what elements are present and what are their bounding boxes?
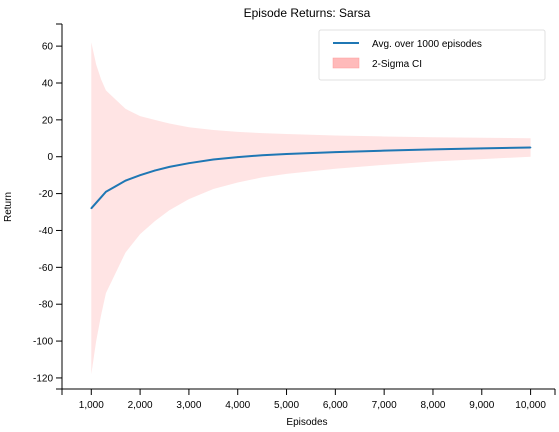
avg-return-point — [480, 147, 483, 150]
avg-return-point — [124, 179, 127, 182]
avg-return-point — [212, 158, 215, 161]
avg-return-point — [236, 156, 239, 158]
x-axis-label: Episodes — [286, 417, 327, 428]
axes: -120 -100 -80 -60 -40 -20 0 20 40 60 1,000 2,000 3,0… — [33, 23, 556, 411]
avg-return-point — [383, 149, 385, 152]
avg-return-point — [139, 174, 141, 176]
plot-area — [90, 42, 532, 375]
avg-return-point — [529, 146, 532, 149]
avg-return-point — [261, 154, 263, 157]
avg-return-point — [95, 202, 97, 204]
legend-box — [318, 29, 546, 81]
avg-return-point — [168, 166, 171, 168]
x-tick-label: 9,000 — [469, 400, 494, 411]
avg-return-point — [334, 151, 337, 153]
y-tick-label: 0 — [47, 152, 53, 163]
y-tick-label: -60 — [39, 263, 54, 274]
chart-title: Episode Returns: Sarsa — [244, 6, 371, 20]
legend: Avg. over 1000 episodes 2-Sigma CI — [318, 29, 546, 81]
avg-return-point — [285, 153, 288, 155]
legend-entry-avg: Avg. over 1000 episodes — [372, 39, 482, 50]
x-tick-label: 8,000 — [420, 400, 445, 411]
x-tick-label: 5,000 — [274, 400, 299, 411]
ci-band — [91, 42, 531, 375]
y-tick-label: 40 — [42, 78, 54, 89]
y-tick-label: -20 — [39, 189, 54, 200]
x-tick-label: 1,000 — [79, 400, 104, 411]
y-tick-label: -80 — [39, 300, 54, 311]
x-tick-label: 6,000 — [323, 400, 348, 411]
avg-return-point — [432, 148, 434, 151]
avg-return-point — [105, 190, 107, 193]
x-tick-label: 7,000 — [372, 400, 397, 411]
y-tick-label: -100 — [33, 337, 53, 348]
avg-return-point — [153, 169, 156, 172]
legend-entry-ci: 2-Sigma CI — [372, 59, 422, 70]
avg-return-point — [114, 185, 117, 188]
y-tick-label: -40 — [39, 226, 54, 237]
y-tick-label: -120 — [33, 373, 53, 384]
y-tick-label: 20 — [42, 115, 54, 126]
legend-band-swatch — [332, 57, 360, 69]
x-tick-label: 2,000 — [128, 400, 153, 411]
x-tick-label: 3,000 — [176, 400, 201, 411]
avg-return-point — [100, 196, 102, 199]
x-tick-label: 10,000 — [515, 400, 546, 411]
avg-return-point — [188, 162, 190, 164]
x-tick-label: 4,000 — [225, 400, 250, 411]
y-axis-label: Return — [3, 192, 14, 222]
avg-return-point — [90, 207, 93, 210]
y-tick-label: 60 — [42, 42, 54, 53]
